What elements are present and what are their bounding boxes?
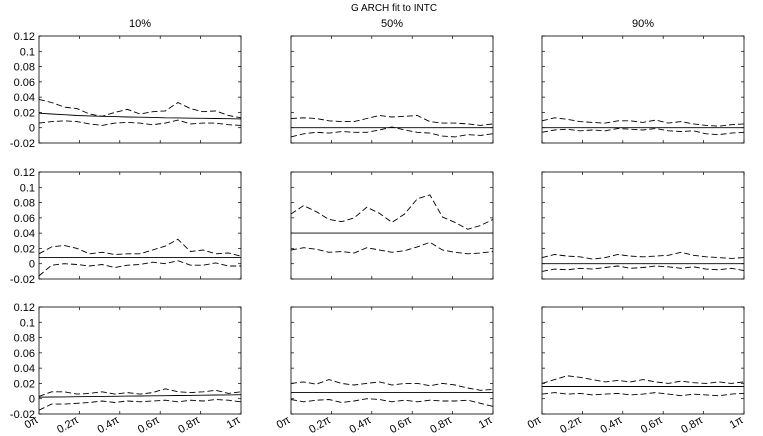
x-tick-label: 0.8π	[679, 414, 705, 436]
x-tick-label: 0.6π	[639, 414, 665, 436]
y-tick-label: 0.06	[14, 213, 35, 225]
panel-r2c3	[541, 171, 745, 280]
x-tick-label: 0π	[275, 414, 293, 431]
y-tick-label: 0.12	[14, 31, 35, 43]
panel-frame	[290, 306, 494, 415]
series-lower-band	[38, 119, 242, 126]
panel-grid: -0.02 0 0.02 0.04 0.06 0.08 0.1 0.12 -0.02 0 0.02 0…	[10, 31, 746, 436]
series-upper-band	[290, 379, 494, 391]
x-tick-label: 0.2π	[307, 414, 333, 436]
x-tick-label: 0.6π	[388, 414, 414, 436]
series-lower-band	[290, 241, 494, 255]
y-tick-label: -0.02	[10, 138, 35, 150]
panel-frame	[38, 171, 242, 280]
panel-r1c2	[290, 35, 494, 144]
panel-frame	[38, 35, 242, 144]
series-lower-band	[541, 265, 745, 272]
x-tick-label: 1π	[728, 414, 746, 431]
series-upper-band	[541, 375, 745, 384]
series-upper-band	[290, 115, 494, 126]
y-tick-label: 0.12	[14, 167, 35, 179]
series-lower-band	[541, 128, 745, 136]
panel-r1c3	[541, 35, 745, 144]
x-tick-label: 0.2π	[558, 414, 584, 436]
x-tick-label: 1π	[477, 414, 495, 431]
x-tick-label: 0.2π	[55, 414, 81, 436]
panel-r2c1: -0.02 0 0.02 0.04 0.06 0.08 0.1 0.12	[10, 167, 242, 286]
y-tick-label: 0.02	[14, 378, 35, 390]
series-lower-band	[290, 398, 494, 407]
x-tick-label: 0.6π	[136, 414, 162, 436]
series-estimate	[38, 112, 242, 120]
panel-r1c1: -0.02 0 0.02 0.04 0.06 0.08 0.1 0.12	[10, 31, 242, 150]
y-tick-label: 0.08	[14, 62, 35, 74]
x-tick-label: 0.4π	[347, 414, 373, 436]
y-tick-label: 0.04	[14, 92, 35, 104]
y-tick-label: 0.1	[20, 317, 35, 329]
series-upper-band	[290, 194, 494, 230]
panel-frame	[290, 171, 494, 280]
panel-frame	[541, 306, 745, 415]
series-lower-band	[38, 260, 241, 277]
series-lower-band	[38, 399, 242, 411]
series-upper-band	[38, 388, 242, 397]
panel-r3c3: 0π 0.2π 0.4π 0.6π 0.8π 1π	[526, 306, 746, 436]
y-tick-label: -0.02	[10, 274, 35, 286]
y-tick-label: 0.06	[14, 348, 35, 360]
y-tick-label: 0.1	[20, 182, 35, 194]
series-upper-band	[38, 238, 242, 257]
panel-r3c2: 0π 0.2π 0.4π 0.6π 0.8π 1π	[275, 306, 495, 436]
y-tick-label: 0.04	[14, 363, 35, 375]
y-tick-label: 0.02	[14, 243, 35, 255]
y-tick-label: -0.02	[10, 409, 35, 421]
column-title-10pct: 10%	[129, 18, 151, 30]
series-lower-band	[290, 126, 494, 138]
y-tick-label: 0.1	[20, 46, 35, 58]
column-title-90pct: 90%	[632, 18, 654, 30]
panel-frame	[541, 35, 745, 144]
panel-frame	[290, 35, 494, 144]
panel-frame	[38, 306, 242, 415]
y-tick-label: 0.12	[14, 302, 35, 314]
y-tick-label: 0.08	[14, 198, 35, 210]
y-tick-label: 0.04	[14, 228, 35, 240]
figure-title: G ARCH fit to INTC	[351, 3, 437, 14]
panel-frame	[541, 171, 745, 280]
x-tick-label: 0.4π	[598, 414, 624, 436]
series-upper-band	[541, 117, 745, 127]
series-estimate	[38, 394, 242, 398]
y-tick-label: 0.06	[14, 77, 35, 89]
y-tick-label: 0.02	[14, 107, 35, 119]
x-tick-label: 1π	[225, 414, 243, 431]
x-tick-label: 0.8π	[428, 414, 454, 436]
y-tick-label: 0	[29, 123, 35, 135]
y-tick-label: 0.08	[14, 333, 35, 345]
x-tick-label: 0.8π	[176, 414, 202, 436]
x-tick-label: 0π	[526, 414, 544, 431]
panel-r2c2	[290, 171, 494, 280]
y-tick-label: 0	[29, 394, 35, 406]
series-upper-band	[541, 251, 745, 260]
series-lower-band	[541, 392, 745, 397]
x-tick-label: 0.4π	[95, 414, 121, 436]
y-tick-label: 0	[29, 259, 35, 271]
column-title-50pct: 50%	[381, 18, 403, 30]
